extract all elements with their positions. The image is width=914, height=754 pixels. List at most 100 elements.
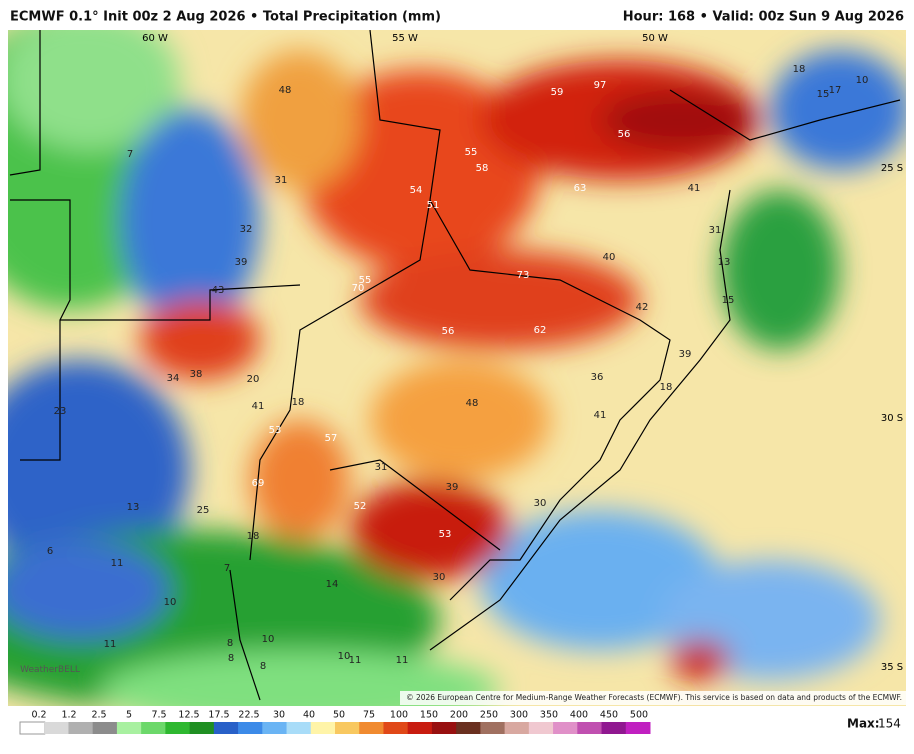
lon-label: 50 W	[642, 33, 668, 44]
max-label: Max:	[847, 717, 880, 731]
lon-label: 60 W	[142, 33, 168, 44]
precip-label: 53	[439, 529, 452, 540]
precip-label: 32	[240, 224, 253, 235]
header-left: ECMWF 0.1° Init 00z 2 Aug 2026 • Total P…	[10, 10, 441, 25]
legend-tick-label: 12.5	[178, 710, 199, 721]
precip-label: 18	[292, 397, 305, 408]
legend-swatch	[19, 721, 46, 735]
precip-label: 31	[275, 175, 288, 186]
precip-label: 13	[127, 502, 140, 513]
legend-swatch	[141, 722, 166, 734]
precip-label: 43	[212, 285, 225, 296]
legend-tick-label: 400	[570, 710, 588, 721]
precip-label: 13	[718, 257, 731, 268]
precip-label: 54	[410, 185, 423, 196]
max-value: 154	[878, 717, 901, 731]
legend-tick-label: 40	[303, 710, 315, 721]
legend-swatch	[262, 722, 288, 734]
legend-tick-label: 200	[450, 710, 468, 721]
legend-swatch	[238, 722, 263, 734]
map-field	[8, 30, 906, 706]
precip-label: 10	[338, 651, 351, 662]
legend-tick-label: 100	[390, 710, 408, 721]
precip-label: 63	[574, 183, 587, 194]
precip-label: 8	[260, 661, 266, 672]
legend-tick-label: 1.2	[61, 710, 76, 721]
legend-tick-label: 7.5	[151, 710, 166, 721]
legend-tick-label: 250	[480, 710, 498, 721]
legend-swatch	[359, 722, 384, 734]
precip-label: 56	[442, 326, 455, 337]
legend-swatch	[553, 722, 578, 734]
precip-label: 10	[164, 597, 177, 608]
precip-label: 55	[465, 147, 478, 158]
legend-tick-label: 5	[126, 710, 132, 721]
legend-swatch	[625, 722, 651, 734]
precip-label: 41	[252, 401, 265, 412]
precip-label: 11	[111, 558, 124, 569]
legend-swatch	[528, 722, 554, 734]
precip-label: 8	[228, 653, 234, 664]
precip-label: 11	[349, 655, 362, 666]
precip-label: 62	[534, 325, 547, 336]
precip-label: 52	[354, 501, 367, 512]
precip-label: 51	[427, 200, 440, 211]
precip-label: 17	[829, 85, 842, 96]
legend-tick-label: 0.2	[31, 710, 46, 721]
legend-swatch	[92, 722, 118, 734]
legend-tick-label: 75	[363, 710, 375, 721]
precip-label: 42	[636, 302, 649, 313]
precip-label: 18	[793, 64, 806, 75]
precip-label: 38	[190, 369, 203, 380]
precip-label: 10	[262, 634, 275, 645]
precip-label: 34	[167, 373, 180, 384]
precip-label: 57	[325, 433, 338, 444]
legend-tick-label: 17.5	[208, 710, 229, 721]
legend-swatch	[213, 722, 239, 734]
precip-label: 55	[359, 275, 372, 286]
legend-swatch	[601, 722, 627, 734]
legend-swatch	[116, 722, 142, 734]
precip-label: 39	[446, 482, 459, 493]
precip-label: 11	[104, 639, 117, 650]
precip-label: 48	[279, 85, 292, 96]
legend-swatch	[383, 722, 409, 734]
lat-label: 25 S	[881, 163, 903, 174]
precip-label: 41	[594, 410, 607, 421]
precip-label: 15	[722, 295, 735, 306]
precip-label: 31	[709, 225, 722, 236]
legend-tick-label: 2.5	[91, 710, 106, 721]
legend-tick-label: 300	[510, 710, 528, 721]
legend-swatch	[504, 722, 530, 734]
legend-swatch	[189, 722, 215, 734]
legend-tick-label: 50	[333, 710, 345, 721]
precip-label: 31	[375, 462, 388, 473]
precip-label: 59	[551, 87, 564, 98]
precip-label: 14	[326, 579, 339, 590]
precip-label: 56	[618, 129, 631, 140]
precip-label: 40	[603, 252, 616, 263]
legend-swatch	[480, 722, 506, 734]
legend-swatch	[68, 722, 94, 734]
legend-tick-label: 450	[600, 710, 618, 721]
lat-label: 30 S	[881, 413, 903, 424]
precip-label: 70	[352, 283, 365, 294]
precip-label: 30	[433, 572, 446, 583]
logo: WeatherBELL	[20, 665, 80, 675]
lat-label: 35 S	[881, 662, 903, 673]
color-legend: 0.2 1.2 2.5 5 7.5 12.5 17.5 22.5 30 40 50 75 100 150 2…	[19, 710, 651, 735]
legend-swatch	[335, 722, 360, 734]
legend-swatch	[456, 722, 481, 734]
legend-swatch	[286, 722, 312, 734]
precip-label: 6	[47, 546, 53, 557]
precip-label: 18	[247, 531, 260, 542]
legend-swatch	[165, 722, 191, 734]
precip-label: 69	[252, 478, 265, 489]
legend-tick-label: 500	[630, 710, 648, 721]
legend-swatch	[44, 722, 69, 734]
precip-label: 8	[227, 638, 233, 649]
precip-label: 25	[197, 505, 210, 516]
